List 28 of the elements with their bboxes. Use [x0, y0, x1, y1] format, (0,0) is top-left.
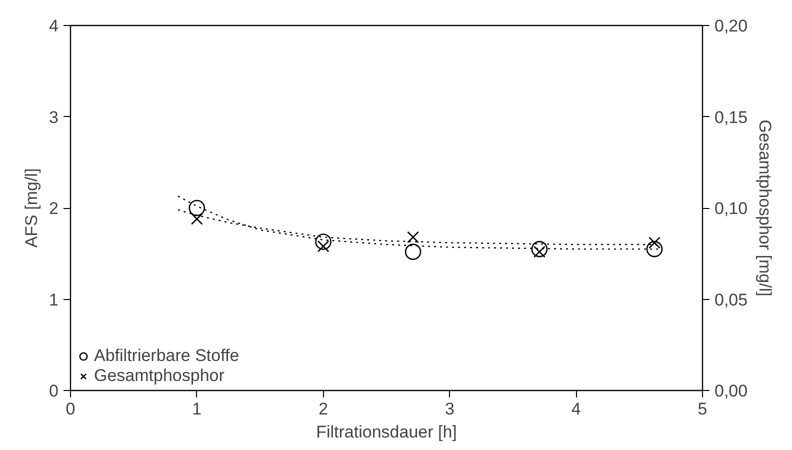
x-tick-label: 3 — [444, 400, 454, 418]
y2-tick-label: 0,15 — [714, 108, 748, 127]
x-axis-title: Filtrationsdauer [h] — [316, 422, 457, 442]
legend-label: Gesamtphosphor — [94, 366, 224, 386]
y-tick-label: 1 — [49, 290, 59, 310]
y-tick-label: 4 — [49, 16, 59, 36]
x-tick-label: 5 — [698, 400, 708, 418]
y-axis-title: AFS [mg/l] — [22, 168, 42, 248]
legend-label: Abfiltrierbare Stoffe — [94, 346, 240, 366]
y2-tick-label: 0,00 — [714, 382, 748, 400]
y-tick-label: 0 — [49, 382, 59, 400]
point — [190, 212, 203, 225]
y2-tick-label: 0,05 — [714, 290, 748, 310]
x-tick-label: 1 — [192, 400, 202, 418]
point — [531, 240, 548, 258]
y-tick-label: 3 — [49, 108, 59, 127]
y2-tick-label: 0,10 — [714, 199, 748, 218]
point — [315, 234, 332, 250]
x-tick-label: 4 — [571, 400, 581, 418]
y2-axis-title: Gesamtphosphor [mg/l] — [756, 120, 775, 296]
point — [407, 231, 419, 244]
x-tick-label: 2 — [318, 400, 328, 418]
x-tick-label: 0 — [66, 400, 76, 418]
point — [188, 200, 206, 216]
point — [646, 240, 663, 258]
y2-tick-label: 0,20 — [714, 16, 748, 36]
y-tick-label: 2 — [49, 199, 59, 218]
point — [404, 244, 422, 260]
